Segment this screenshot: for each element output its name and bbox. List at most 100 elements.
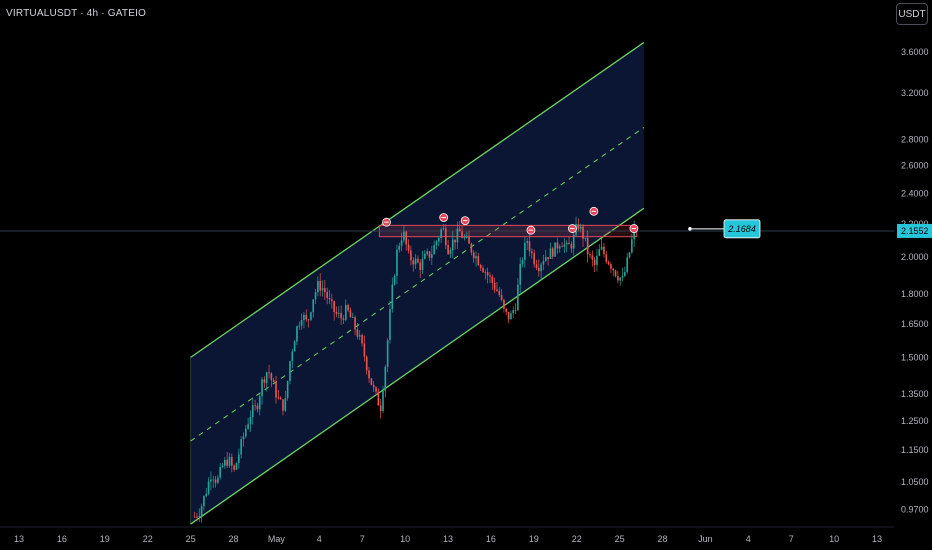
candle-body [337,313,340,314]
candle [526,237,529,251]
candle [414,254,417,270]
candle-body [610,264,612,269]
candle-body [349,310,352,318]
candle [258,392,261,416]
candle-body [298,325,301,327]
candle [291,348,294,369]
channel-fill [190,42,644,525]
candle [591,250,594,267]
candle [365,355,368,375]
currency-button[interactable]: USDT [896,3,928,25]
callout-box[interactable] [723,219,761,239]
candle-body [491,276,494,283]
candle-body [379,405,382,411]
candle [300,313,303,330]
x-tick-label: 13 [872,534,882,544]
candle-body [617,276,619,281]
candle [421,250,424,274]
candle-body [372,384,375,388]
candle-body [351,317,354,319]
candle [444,224,447,250]
candle [261,377,263,405]
candle [596,248,598,272]
candle-body [393,275,396,285]
price-axis[interactable]: 3.6000 3.2000 2.8000 2.6000 2.4000 2.2000 2.00… [897,47,932,514]
candle [470,242,473,256]
candle-body [577,224,580,229]
candle [491,274,494,290]
resistance-markers [382,206,639,235]
candle [542,254,545,271]
candle [561,242,563,248]
candle [368,366,370,383]
candle [326,287,328,305]
candle-body [365,356,368,371]
candle [568,236,570,245]
candle-body [500,295,503,300]
candle-body [256,405,259,410]
channel-upper-line[interactable] [190,41,645,358]
candle-body [535,264,538,268]
candle [224,456,226,469]
candle-body [482,268,484,273]
candle-body [584,237,587,239]
candle-body [561,246,563,248]
candle-body [251,405,254,418]
candle-body [624,272,626,276]
candle [231,453,233,473]
y-tick-label: 1.1500 [901,445,929,455]
candle [631,233,633,255]
candle-body [403,231,405,241]
candle [393,273,396,286]
candle-body [603,246,605,255]
candle-body [605,254,608,262]
candle [400,232,403,252]
x-tick-label: 22 [572,534,582,544]
candle-body [300,320,303,326]
candle-body [319,280,322,291]
candle-body [226,459,228,466]
candle-body [633,226,635,240]
candle-body [221,465,224,468]
candle [210,471,212,491]
candle [358,330,361,341]
candle [519,257,522,294]
candle-body [296,326,298,342]
candle-body [519,263,522,285]
candle-body [254,405,256,407]
x-tick-label: 25 [186,534,196,544]
candle [379,399,382,419]
price-callout[interactable]: 2.1684 [688,219,761,239]
candle [228,452,231,468]
y-tick-label: 1.8000 [901,289,929,299]
x-tick-label: 28 [657,534,667,544]
candle-body [419,262,422,270]
channel-mid-line[interactable] [190,127,645,442]
candle [554,242,556,257]
channel-lower-line[interactable] [190,207,645,525]
candle-body [538,267,540,272]
candle [328,290,331,304]
candle [193,511,196,518]
candle [512,306,515,319]
candle [454,239,456,250]
candle [319,273,322,297]
candle [549,242,552,260]
candle [389,300,391,344]
candle [375,386,377,396]
candle [507,311,510,324]
regression-channel[interactable] [190,41,645,525]
candle-body [544,257,547,262]
current-price-label: 2.1552 [901,226,929,236]
candle [619,276,622,286]
candle-body [293,341,296,352]
candle [449,247,452,258]
candle [200,503,203,523]
candle [489,272,491,284]
candle [277,389,280,400]
time-axis[interactable]: 13 16 19 22 25 28 May 4 7 10 13 16 19 22 25 28 Jun 4 7 10 13 [0,526,894,544]
candle-body [619,277,622,281]
candle [589,252,591,259]
candle-body [270,373,273,381]
